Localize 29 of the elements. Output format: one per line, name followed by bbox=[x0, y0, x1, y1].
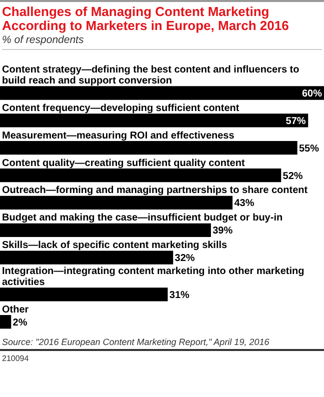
data-label: 60% bbox=[302, 88, 322, 100]
data-label: 55% bbox=[299, 143, 320, 154]
data-label: 57% bbox=[286, 116, 306, 127]
data-label: 52% bbox=[282, 170, 303, 182]
y-tick-label: Outreach—forming and managing partnerships to share content bbox=[2, 185, 308, 196]
source-note: Source: "2016 European Content Marketing Report," April 19, 2016 bbox=[1, 336, 270, 349]
data-label: 2% bbox=[12, 317, 28, 328]
y-tick-label: Other bbox=[2, 304, 29, 316]
bar bbox=[0, 114, 308, 128]
y-tick-label: Content quality—creating sufficient quality content bbox=[2, 158, 246, 169]
y-tick-label: Budget and making the case—insufficient budget or buy-in bbox=[2, 212, 283, 224]
data-label: 31% bbox=[169, 290, 190, 301]
text: 210094 bbox=[0, 349, 324, 366]
bar bbox=[0, 86, 324, 100]
data-label: 32% bbox=[174, 253, 195, 264]
y-tick-label: Skills—lack of specific content marketing skills bbox=[2, 240, 228, 252]
bar bbox=[0, 223, 211, 237]
y-tick-label: Measurement—measuring ROI and effectiveness bbox=[2, 130, 235, 142]
bar bbox=[0, 168, 282, 182]
data-label: 39% bbox=[212, 226, 233, 237]
y-tick-label: Content strategy—defining the best content and influencers to build reach and support conversion bbox=[2, 64, 300, 86]
chart-subtitle: % of respondents bbox=[2, 34, 322, 50]
chart-title: Challenges of Managing Content Marketing According to Marketers in Europe, March 2016 bbox=[2, 4, 290, 33]
bar bbox=[0, 141, 298, 155]
bar bbox=[0, 250, 174, 264]
data-label: 43% bbox=[234, 198, 254, 210]
y-tick-label: Integration—integrating content marketing into other marketing activities bbox=[2, 266, 304, 288]
y-tick-label: Content frequency—developing sufficient content bbox=[2, 102, 240, 114]
bar bbox=[0, 196, 233, 210]
